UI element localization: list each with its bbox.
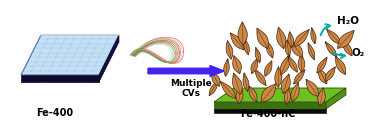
Polygon shape	[254, 69, 266, 86]
Polygon shape	[306, 79, 318, 97]
Polygon shape	[288, 56, 297, 72]
Polygon shape	[294, 69, 305, 84]
Polygon shape	[277, 27, 286, 49]
Polygon shape	[291, 82, 299, 102]
FancyArrow shape	[148, 65, 224, 76]
Polygon shape	[275, 67, 282, 87]
Polygon shape	[249, 86, 257, 102]
Polygon shape	[230, 33, 244, 50]
Polygon shape	[325, 42, 337, 57]
Polygon shape	[281, 74, 290, 94]
Polygon shape	[327, 29, 341, 44]
Polygon shape	[261, 83, 277, 102]
Polygon shape	[311, 28, 316, 44]
Polygon shape	[257, 28, 268, 49]
Polygon shape	[255, 47, 261, 63]
Polygon shape	[224, 59, 229, 76]
Polygon shape	[220, 81, 236, 99]
Polygon shape	[209, 81, 218, 96]
Text: H₂O: H₂O	[337, 16, 359, 26]
Polygon shape	[318, 88, 325, 106]
Polygon shape	[265, 61, 272, 76]
Polygon shape	[294, 29, 309, 47]
Polygon shape	[232, 73, 242, 94]
Text: Fe-400-nC: Fe-400-nC	[240, 109, 296, 119]
Polygon shape	[280, 54, 290, 75]
Polygon shape	[21, 75, 99, 82]
Text: Multiple
CVs: Multiple CVs	[170, 79, 212, 98]
Polygon shape	[290, 40, 303, 58]
Polygon shape	[243, 73, 249, 92]
Polygon shape	[338, 30, 354, 48]
Polygon shape	[212, 72, 220, 86]
Polygon shape	[342, 40, 352, 56]
Polygon shape	[326, 88, 346, 109]
Polygon shape	[238, 22, 247, 46]
Polygon shape	[233, 55, 242, 74]
Polygon shape	[335, 56, 345, 75]
Polygon shape	[319, 68, 327, 84]
Polygon shape	[288, 32, 294, 48]
Polygon shape	[214, 109, 326, 113]
Polygon shape	[298, 54, 305, 72]
Polygon shape	[226, 41, 233, 59]
Polygon shape	[99, 35, 119, 82]
Polygon shape	[244, 39, 249, 55]
Polygon shape	[317, 57, 327, 73]
Polygon shape	[285, 40, 291, 57]
Polygon shape	[266, 41, 273, 58]
Polygon shape	[21, 35, 119, 75]
Polygon shape	[285, 88, 291, 105]
Polygon shape	[325, 67, 335, 82]
Polygon shape	[214, 102, 326, 109]
Text: O₂: O₂	[352, 48, 365, 58]
Polygon shape	[251, 58, 258, 74]
Polygon shape	[236, 86, 243, 104]
Polygon shape	[308, 43, 315, 60]
Text: Fe-400: Fe-400	[36, 108, 74, 118]
Polygon shape	[214, 88, 346, 102]
